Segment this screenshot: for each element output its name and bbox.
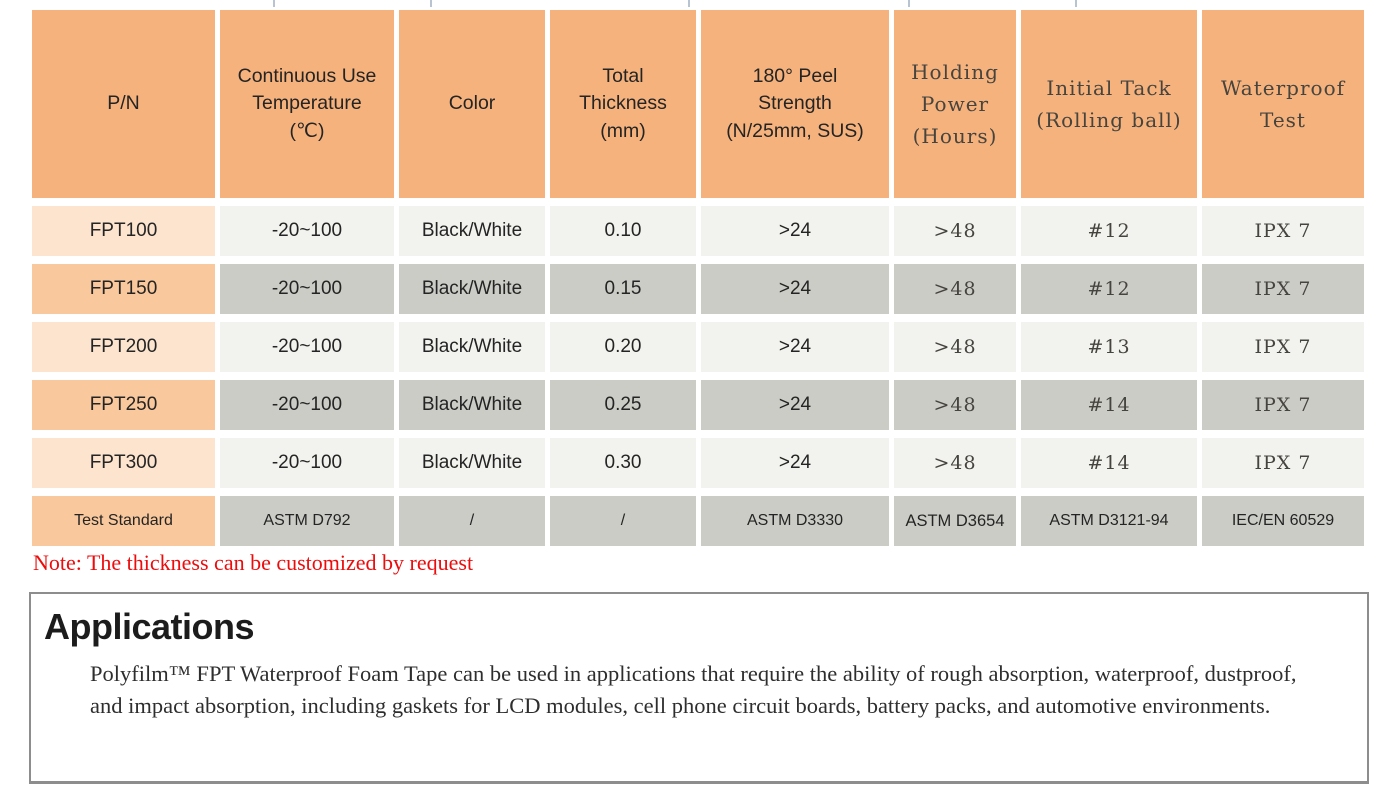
cell-pn: FPT100 xyxy=(32,206,215,256)
applications-body: Polyfilm™ FPT Waterproof Foam Tape can b… xyxy=(90,661,1297,718)
cell-waterproof: IPX 7 xyxy=(1202,264,1364,314)
cell-peel: >24 xyxy=(701,264,889,314)
cell-tack: #13 xyxy=(1021,322,1197,372)
table-row: FPT150 -20~100 Black/White 0.15 >24 >48 … xyxy=(32,264,1364,314)
cell-peel: ASTM D3330 xyxy=(701,496,889,546)
spec-table: P/N Continuous Use Temperature (℃) Color… xyxy=(32,10,1364,546)
cell-tack: #14 xyxy=(1021,438,1197,488)
cell-pn: Test Standard xyxy=(32,496,215,546)
cell-thickness: 0.30 xyxy=(550,438,696,488)
table-row: FPT250 -20~100 Black/White 0.25 >24 >48 … xyxy=(32,380,1364,430)
cell-temperature: -20~100 xyxy=(220,264,394,314)
cell-pn: FPT150 xyxy=(32,264,215,314)
crop-artifact-tick xyxy=(688,0,690,7)
thickness-note: Note: The thickness can be customized by… xyxy=(33,550,474,575)
cell-tack: ASTM D3121-94 xyxy=(1021,496,1197,546)
cell-temperature: -20~100 xyxy=(220,438,394,488)
cell-thickness: / xyxy=(550,496,696,546)
cell-peel: >24 xyxy=(701,206,889,256)
crop-artifact-tick xyxy=(430,0,432,7)
crop-artifact-tick xyxy=(1075,0,1077,7)
test-standard-row: Test Standard ASTM D792 / / ASTM D3330 A… xyxy=(32,496,1364,546)
cell-holding: >48 xyxy=(894,438,1016,488)
col-header-temperature: Continuous Use Temperature (℃) xyxy=(220,10,394,198)
cell-tack: #12 xyxy=(1021,206,1197,256)
table-row: FPT300 -20~100 Black/White 0.30 >24 >48 … xyxy=(32,438,1364,488)
cell-waterproof: IPX 7 xyxy=(1202,380,1364,430)
table-row: FPT100 -20~100 Black/White 0.10 >24 >48 … xyxy=(32,206,1364,256)
cell-holding: >48 xyxy=(894,264,1016,314)
col-header-pn: P/N xyxy=(32,10,215,198)
applications-section: Applications Polyfilm™ FPT Waterproof Fo… xyxy=(29,592,1369,784)
table-header-row: P/N Continuous Use Temperature (℃) Color… xyxy=(32,10,1364,198)
cell-peel: >24 xyxy=(701,380,889,430)
cell-pn: FPT300 xyxy=(32,438,215,488)
col-header-tack: Initial Tack (Rolling ball) xyxy=(1021,10,1197,198)
cell-holding: ASTM D3654 xyxy=(894,496,1016,546)
cell-pn: FPT200 xyxy=(32,322,215,372)
cell-color: / xyxy=(399,496,545,546)
col-header-thickness: Total Thickness (mm) xyxy=(550,10,696,198)
cell-color: Black/White xyxy=(399,438,545,488)
cell-temperature: -20~100 xyxy=(220,380,394,430)
cell-peel: >24 xyxy=(701,322,889,372)
table-row: FPT200 -20~100 Black/White 0.20 >24 >48 … xyxy=(32,322,1364,372)
cell-color: Black/White xyxy=(399,206,545,256)
cell-waterproof: IPX 7 xyxy=(1202,438,1364,488)
cell-holding: >48 xyxy=(894,322,1016,372)
cell-thickness: 0.15 xyxy=(550,264,696,314)
applications-title: Applications xyxy=(44,606,255,647)
cell-color: Black/White xyxy=(399,264,545,314)
col-header-color: Color xyxy=(399,10,545,198)
cell-thickness: 0.10 xyxy=(550,206,696,256)
cell-thickness: 0.20 xyxy=(550,322,696,372)
cell-waterproof: IPX 7 xyxy=(1202,322,1364,372)
cell-holding: >48 xyxy=(894,206,1016,256)
col-header-holding: Holding Power (Hours) xyxy=(894,10,1016,198)
col-header-waterproof: Waterproof Test xyxy=(1202,10,1364,198)
crop-artifact-tick xyxy=(273,0,275,7)
cell-holding: >48 xyxy=(894,380,1016,430)
cell-color: Black/White xyxy=(399,380,545,430)
cell-thickness: 0.25 xyxy=(550,380,696,430)
col-header-peel: 180° Peel Strength (N/25mm, SUS) xyxy=(701,10,889,198)
cell-color: Black/White xyxy=(399,322,545,372)
cell-temperature: -20~100 xyxy=(220,322,394,372)
cell-temperature: -20~100 xyxy=(220,206,394,256)
cell-tack: #14 xyxy=(1021,380,1197,430)
cell-peel: >24 xyxy=(701,438,889,488)
crop-artifact-tick xyxy=(908,0,910,7)
cell-waterproof: IPX 7 xyxy=(1202,206,1364,256)
cell-tack: #12 xyxy=(1021,264,1197,314)
cell-temperature: ASTM D792 xyxy=(220,496,394,546)
cell-waterproof: IEC/EN 60529 xyxy=(1202,496,1364,546)
cell-pn: FPT250 xyxy=(32,380,215,430)
